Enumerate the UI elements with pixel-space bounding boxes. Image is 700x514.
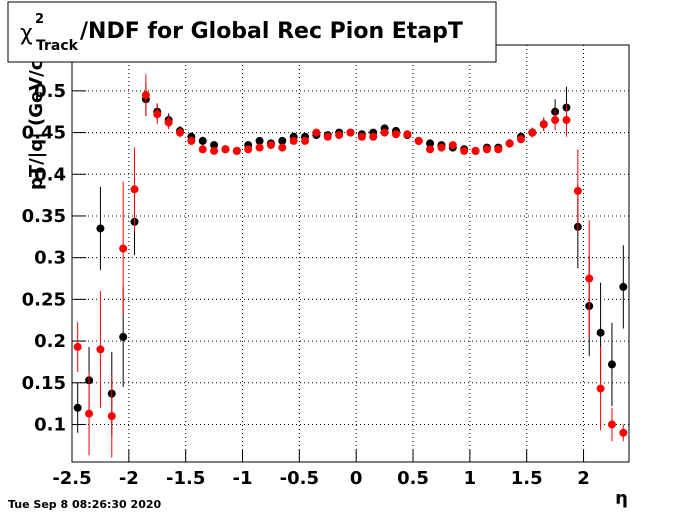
data-point — [596, 384, 605, 393]
plot-layer: -2.5 -2 -1.5 -1 -0.5 0 0.5 1 1.5 2 0.1 0.15 0.2 0.25 0… — [22, 45, 629, 489]
data-point — [471, 146, 480, 155]
data-point — [73, 403, 82, 412]
data-point — [380, 128, 389, 137]
x-tick-label: 2 — [577, 468, 590, 489]
y-tick-label: 0.25 — [22, 289, 66, 310]
data-point — [357, 132, 366, 141]
x-axis-label: η — [615, 488, 628, 509]
data-point — [335, 131, 344, 140]
data-point — [244, 145, 253, 154]
x-tick-label: -1 — [233, 468, 253, 489]
data-point — [278, 143, 287, 152]
data-point — [517, 135, 526, 144]
title-box — [7, 1, 497, 63]
data-point — [210, 146, 219, 155]
data-point — [607, 360, 616, 369]
data-point — [175, 128, 184, 137]
data-point — [607, 420, 616, 429]
data-point — [573, 186, 582, 195]
x-tick-label: 1 — [464, 468, 477, 489]
data-point — [187, 136, 196, 145]
data-point — [301, 136, 310, 145]
data-point — [255, 136, 264, 145]
data-point — [107, 412, 116, 421]
data-point — [585, 274, 594, 283]
data-point — [85, 409, 94, 418]
data-point — [210, 141, 219, 150]
x-tick-label: -2.5 — [52, 468, 91, 489]
y-tick-label: 0.2 — [34, 331, 66, 352]
data-point — [130, 185, 139, 194]
data-point — [369, 132, 378, 141]
data-point — [426, 139, 435, 148]
data-point — [141, 91, 150, 100]
y-tick-label: 0.5 — [34, 81, 66, 102]
data-point — [289, 136, 298, 145]
data-point — [119, 332, 128, 341]
data-point — [505, 139, 514, 148]
data-point — [119, 244, 128, 253]
data-point — [164, 118, 173, 127]
title-sup: 2 — [35, 12, 44, 27]
data-point — [562, 116, 571, 125]
data-point — [278, 136, 287, 145]
x-tick-label: -2 — [119, 468, 139, 489]
data-point — [619, 282, 628, 291]
x-tick-label: 0.5 — [397, 468, 429, 489]
data-point — [403, 130, 412, 139]
data-point — [221, 145, 230, 154]
title-sub: Track — [36, 38, 79, 54]
data-point — [96, 345, 105, 354]
data-point — [312, 128, 321, 137]
data-point — [619, 428, 628, 437]
data-point — [460, 146, 469, 155]
data-point — [266, 141, 275, 150]
data-point — [96, 224, 105, 233]
title: /NDF for Global Rec Pion EtapT — [80, 19, 463, 44]
timestamp: Tue Sep 8 08:26:30 2020 — [8, 498, 161, 511]
data-point — [391, 130, 400, 139]
data-point — [494, 145, 503, 154]
data-point — [528, 128, 537, 137]
title-symbol: χ — [20, 21, 33, 46]
y-tick-label: 0.35 — [22, 206, 66, 227]
data-point — [551, 116, 560, 125]
x-tick-label: -1.5 — [166, 468, 205, 489]
data-point — [323, 132, 332, 141]
data-point — [198, 145, 207, 154]
data-point — [539, 120, 548, 129]
x-tick-label: 0 — [350, 468, 363, 489]
data-point — [198, 136, 207, 145]
data-point — [482, 145, 491, 154]
x-tick-label: -0.5 — [280, 468, 319, 489]
y-tick-label: 0.45 — [22, 123, 66, 144]
data-point — [448, 141, 457, 150]
y-tick-label: 0.3 — [34, 248, 66, 269]
data-point — [346, 128, 355, 137]
data-point — [255, 143, 264, 152]
y-axis-label: pT/|q| (GeV/c) — [26, 51, 47, 190]
y-tick-label: 0.1 — [34, 414, 66, 435]
data-point — [153, 110, 162, 119]
data-point — [232, 146, 241, 155]
y-tick-label: 0.15 — [22, 373, 66, 394]
x-tick-label: 1.5 — [511, 468, 543, 489]
data-point — [73, 342, 82, 351]
data-point — [596, 328, 605, 337]
data-point — [426, 145, 435, 154]
data-point — [414, 136, 423, 145]
y-tick-label: 0.4 — [34, 164, 66, 185]
data-point — [437, 143, 446, 152]
